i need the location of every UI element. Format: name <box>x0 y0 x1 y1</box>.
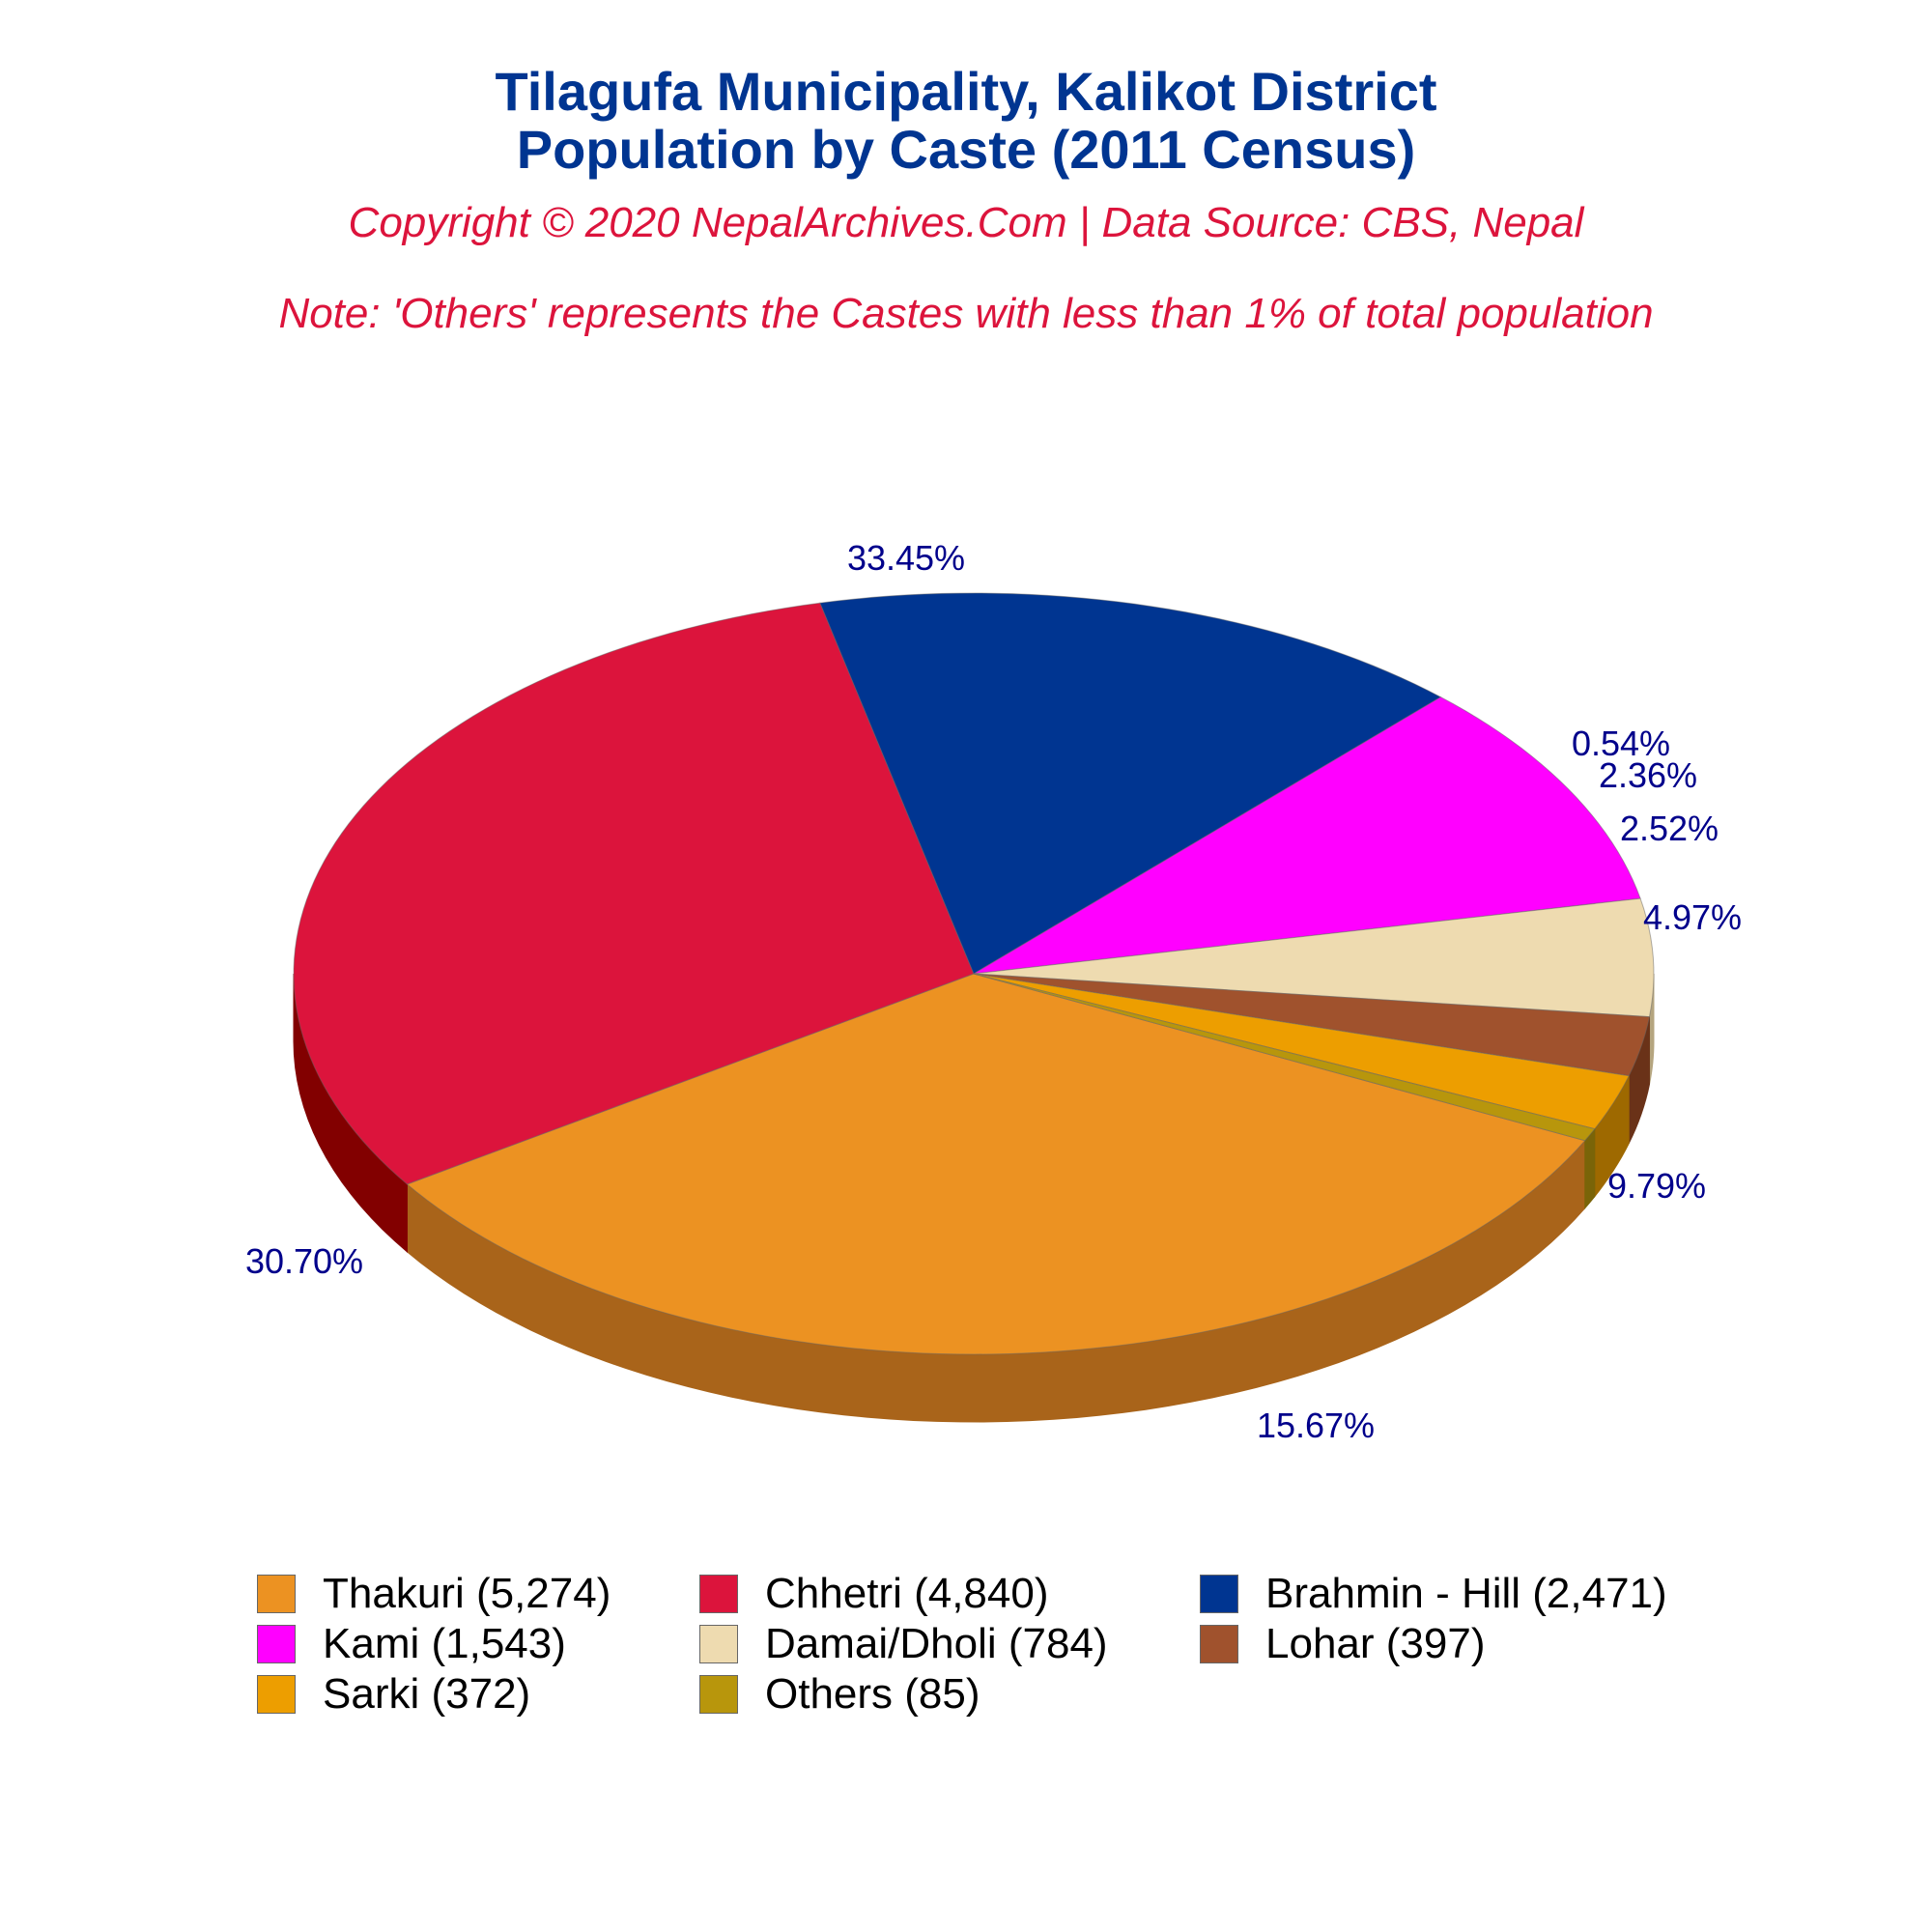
slice-label-damai-dholi: 4.97% <box>1643 897 1742 937</box>
legend-item: Chhetri (4,840) <box>699 1569 1048 1619</box>
legend-swatch <box>1200 1575 1238 1613</box>
legend-label: Kami (1,543) <box>323 1620 566 1667</box>
slice-label-kami: 9.79% <box>1607 1166 1706 1206</box>
chart-note: Note: 'Others' represents the Castes wit… <box>278 290 1654 337</box>
pie-slice-sarki <box>973 973 1630 1130</box>
slice-label-chhetri: 30.70% <box>245 1241 363 1281</box>
legend-item: Sarki (372) <box>257 1669 530 1719</box>
legend-item: Others (85) <box>699 1669 980 1719</box>
legend-label: Others (85) <box>765 1670 980 1718</box>
legend-swatch <box>699 1625 738 1663</box>
legend-item: Damai/Dholi (784) <box>699 1619 1108 1669</box>
legend-swatch <box>257 1675 296 1714</box>
legend-item: Kami (1,543) <box>257 1619 566 1669</box>
legend-item: Thakuri (5,274) <box>257 1569 611 1619</box>
slice-label-lohar: 2.52% <box>1620 809 1719 848</box>
chart-subtitle: Copyright © 2020 NepalArchives.Com | Dat… <box>348 199 1584 246</box>
legend-swatch <box>1200 1625 1238 1663</box>
legend-swatch <box>699 1575 738 1613</box>
pie-slice-thakuri <box>406 973 1586 1355</box>
legend-label: Brahmin - Hill (2,471) <box>1265 1570 1667 1617</box>
legend-label: Damai/Dholi (784) <box>765 1620 1108 1667</box>
slice-label-others: 0.54% <box>1572 724 1670 763</box>
chart-title-line1: Tilagufa Municipality, Kalikot District <box>495 61 1437 122</box>
legend-label: Lohar (397) <box>1265 1620 1486 1667</box>
slice-label-thakuri: 33.45% <box>847 538 965 578</box>
pie-slice-brahmin-hill <box>819 592 1442 975</box>
legend-item: Brahmin - Hill (2,471) <box>1200 1569 1667 1619</box>
slice-label-sarki: 2.36% <box>1599 755 1697 795</box>
pie-slice-others <box>973 973 1596 1142</box>
legend-label: Chhetri (4,840) <box>765 1570 1049 1617</box>
legend-swatch <box>257 1625 296 1663</box>
chart-title-line2: Population by Caste (2011 Census) <box>516 119 1416 180</box>
pie-side-others <box>1584 1127 1596 1210</box>
pie-slice-damai-dholi <box>973 897 1655 1018</box>
legend-swatch <box>699 1675 738 1714</box>
legend-item: Lohar (397) <box>1200 1619 1485 1669</box>
pie-slice-kami <box>973 696 1641 975</box>
legend-swatch <box>257 1575 296 1613</box>
slice-label-brahmin-hill: 15.67% <box>1257 1406 1375 1445</box>
pie-slice-lohar <box>973 973 1651 1077</box>
pie-slice-chhetri <box>293 602 975 1185</box>
legend-label: Thakuri (5,274) <box>323 1570 611 1617</box>
legend-label: Sarki (372) <box>323 1670 531 1718</box>
